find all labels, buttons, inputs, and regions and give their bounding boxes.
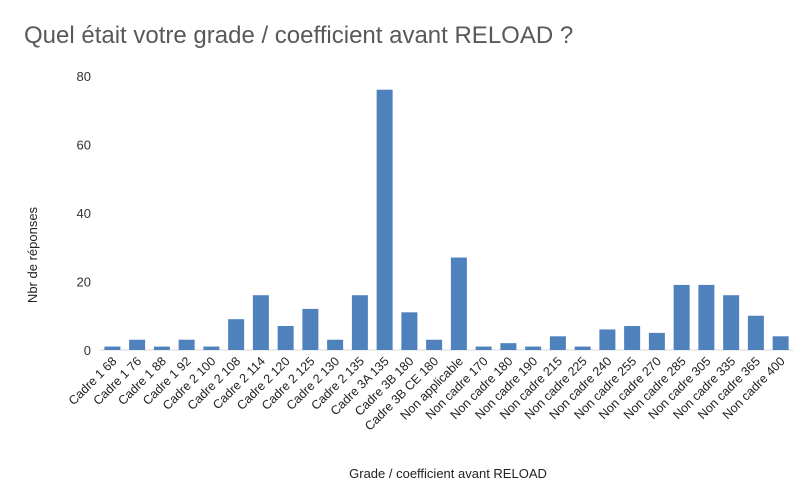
bar	[252, 295, 269, 350]
bar	[574, 346, 591, 350]
chart-title: Quel était votre grade / coefficient ava…	[24, 22, 574, 49]
bar	[129, 339, 146, 350]
bar	[228, 319, 245, 350]
y-tick-label: 0	[84, 343, 91, 358]
bar	[450, 257, 467, 350]
y-tick-label: 40	[77, 206, 91, 221]
bar	[525, 346, 542, 350]
bar	[327, 339, 344, 350]
bar	[698, 284, 715, 350]
bar	[153, 346, 170, 350]
y-axis-ticks: 0 20 40 60 80	[77, 69, 91, 358]
bar	[203, 346, 220, 350]
bar	[673, 284, 690, 350]
bar	[277, 326, 294, 350]
bar	[648, 332, 665, 351]
bar	[723, 295, 740, 350]
bar	[599, 329, 616, 350]
bar	[401, 312, 418, 350]
y-tick-label: 60	[77, 138, 91, 153]
bar	[302, 308, 319, 350]
y-tick-label: 20	[77, 275, 91, 290]
bar	[475, 346, 492, 350]
bar	[178, 339, 195, 350]
bar	[549, 336, 566, 350]
bar	[351, 295, 368, 350]
x-axis-label: Grade / coefficient avant RELOAD	[349, 466, 547, 481]
bar	[624, 326, 641, 350]
bar	[104, 346, 121, 350]
bars	[104, 89, 789, 351]
y-tick-label: 80	[77, 69, 91, 84]
bar	[772, 336, 789, 350]
y-axis-label: Nbr de réponses	[25, 206, 40, 303]
bar	[376, 89, 393, 350]
bar	[500, 343, 517, 350]
bar	[426, 339, 443, 350]
bar	[747, 315, 764, 350]
